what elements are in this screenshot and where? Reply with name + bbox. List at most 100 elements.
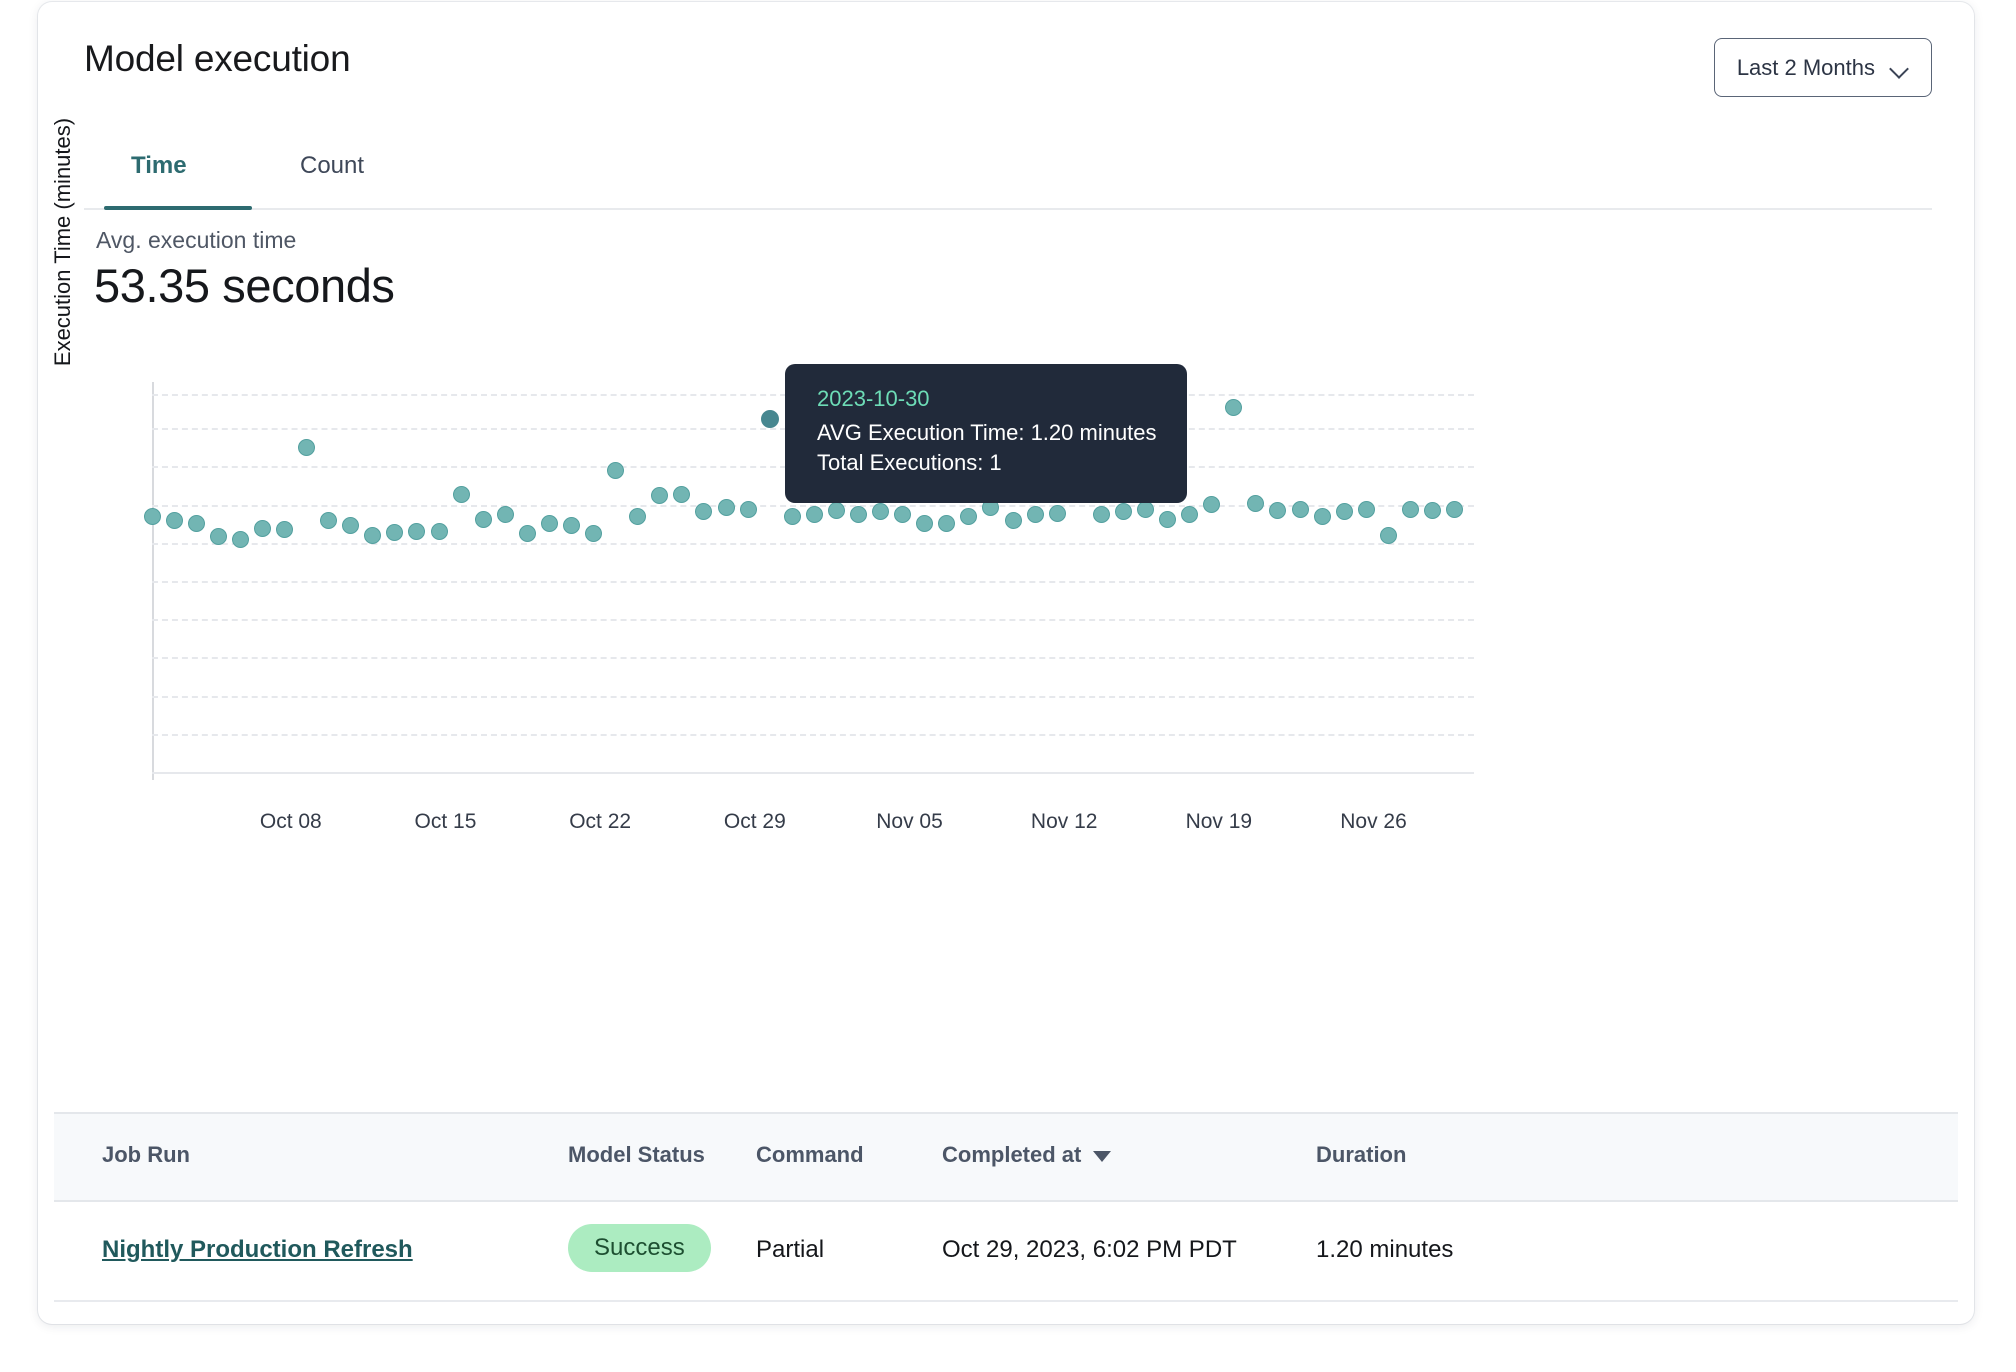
y-axis-title: Execution Time (minutes)	[50, 117, 75, 367]
card-header: Model execution Last 2 Months	[38, 2, 1974, 124]
tooltip-avg-time: AVG Execution Time: 1.20 minutes	[817, 420, 1157, 445]
scatter-point[interactable]	[827, 501, 845, 519]
scatter-point[interactable]	[1247, 494, 1265, 512]
table-row: Nightly Production Refresh Success Parti…	[54, 1202, 1958, 1302]
x-axis-tick-label: Nov 26	[1340, 810, 1407, 833]
scatter-point[interactable]	[1136, 500, 1154, 518]
scatter-point[interactable]	[1048, 504, 1066, 522]
column-header-completed-at[interactable]: Completed at	[942, 1142, 1112, 1168]
scatter-point[interactable]	[1159, 510, 1177, 528]
sort-descending-icon	[1093, 1151, 1112, 1162]
scatter-point[interactable]	[165, 512, 183, 530]
scatter-point[interactable]	[253, 519, 271, 537]
scatter-point[interactable]	[187, 515, 205, 533]
scatter-point[interactable]	[872, 503, 890, 521]
scatter-point[interactable]	[739, 500, 757, 518]
scatter-point[interactable]	[1225, 399, 1243, 417]
table-header-row: Job Run Model Status Command Completed a…	[54, 1112, 1958, 1202]
scatter-point[interactable]	[585, 525, 603, 543]
status-badge: Success	[568, 1224, 711, 1272]
gridline	[152, 657, 1474, 660]
scatter-point[interactable]	[673, 485, 691, 503]
scatter-point[interactable]	[894, 506, 912, 524]
scatter-point[interactable]	[452, 485, 470, 503]
scatter-point[interactable]	[298, 438, 316, 456]
scatter-point[interactable]	[717, 499, 735, 517]
scatter-point[interactable]	[1335, 503, 1353, 521]
scatter-point[interactable]	[607, 462, 625, 480]
scatter-point[interactable]	[1291, 500, 1309, 518]
scatter-point[interactable]	[1313, 507, 1331, 525]
scatter-point[interactable]	[1446, 500, 1464, 518]
scatter-point[interactable]	[960, 507, 978, 525]
scatter-point[interactable]	[474, 510, 492, 528]
scatter-point[interactable]	[1092, 506, 1110, 524]
date-range-label: Last 2 Months	[1736, 54, 1875, 80]
scatter-point[interactable]	[143, 507, 161, 525]
scatter-point[interactable]	[1026, 506, 1044, 524]
column-header-model-status[interactable]: Model Status	[568, 1142, 705, 1167]
column-header-job-run[interactable]: Job Run	[102, 1142, 190, 1167]
scatter-point[interactable]	[408, 522, 426, 540]
scatter-point[interactable]	[231, 531, 249, 549]
scatter-point[interactable]	[938, 515, 956, 533]
x-axis-tick-label: Oct 08	[259, 810, 322, 833]
x-axis-tick-label: Nov 19	[1185, 810, 1253, 833]
scatter-point[interactable]	[275, 521, 293, 539]
scatter-point[interactable]	[1357, 500, 1375, 518]
scatter-point[interactable]	[1379, 526, 1397, 544]
x-axis-tick-label: Oct 15	[414, 810, 477, 833]
page-title: Model execution	[84, 38, 351, 79]
scatter-point[interactable]	[540, 515, 558, 533]
scatter-point[interactable]	[496, 506, 514, 524]
metric-value: 53.35 seconds	[94, 259, 395, 312]
scatter-point[interactable]	[1423, 501, 1441, 519]
gridline	[152, 619, 1474, 622]
job-run-link[interactable]: Nightly Production Refresh	[102, 1236, 413, 1264]
gridline	[152, 733, 1474, 736]
job-run-link-label: Nightly Production Refresh	[102, 1236, 413, 1263]
scatter-point[interactable]	[1401, 500, 1419, 518]
scatter-point[interactable]	[1181, 506, 1199, 524]
scatter-point[interactable]	[629, 507, 647, 525]
scatter-point[interactable]	[430, 522, 448, 540]
completed-at-cell: Oct 29, 2023, 6:02 PM PDT	[942, 1236, 1237, 1263]
column-header-command[interactable]: Command	[756, 1142, 864, 1167]
gridline	[152, 581, 1474, 583]
tab-active-indicator	[104, 206, 252, 210]
tab-count[interactable]: Count	[300, 152, 365, 179]
scatter-point[interactable]	[651, 487, 669, 505]
scatter-point[interactable]	[1004, 512, 1022, 530]
tab-time[interactable]: Time	[131, 152, 187, 179]
scatter-point[interactable]	[342, 516, 360, 534]
scatter-point[interactable]	[783, 507, 801, 525]
scatter-point[interactable]	[695, 503, 713, 521]
scatter-point[interactable]	[518, 525, 536, 543]
scatter-point[interactable]	[805, 506, 823, 524]
x-axis-tick-label: Oct 22	[569, 810, 632, 833]
scatter-point[interactable]	[1269, 501, 1287, 519]
execution-time-chart: Execution Time (minutes) 0.00.51.0Oct 08…	[38, 118, 1974, 842]
tooltip-total-executions: Total Executions: 1	[817, 450, 1002, 476]
scatter-point[interactable]	[320, 512, 338, 530]
scatter-point-selected[interactable]	[761, 410, 780, 429]
scatter-point[interactable]	[209, 528, 227, 546]
chart-tooltip: 2023-10-30 AVG Execution Time: 1.20 minu…	[785, 364, 1187, 503]
scatter-point[interactable]	[1203, 496, 1221, 514]
scatter-point[interactable]	[849, 506, 867, 524]
column-header-duration[interactable]: Duration	[1316, 1142, 1407, 1167]
gridline	[152, 695, 1474, 698]
gridline	[152, 504, 1474, 507]
gridline	[152, 542, 1474, 545]
scatter-point[interactable]	[562, 516, 580, 534]
column-header-completed-at-label: Completed at	[942, 1142, 1082, 1167]
model-execution-card: Model execution Last 2 Months Time Count…	[38, 2, 1974, 1324]
job-runs-table: Job Run Model Status Command Completed a…	[54, 1112, 1958, 1302]
scatter-point[interactable]	[364, 526, 382, 544]
date-range-select[interactable]: Last 2 Months	[1713, 38, 1932, 97]
scatter-point[interactable]	[1114, 503, 1132, 521]
scatter-point[interactable]	[386, 524, 404, 541]
scatter-point[interactable]	[916, 515, 934, 533]
